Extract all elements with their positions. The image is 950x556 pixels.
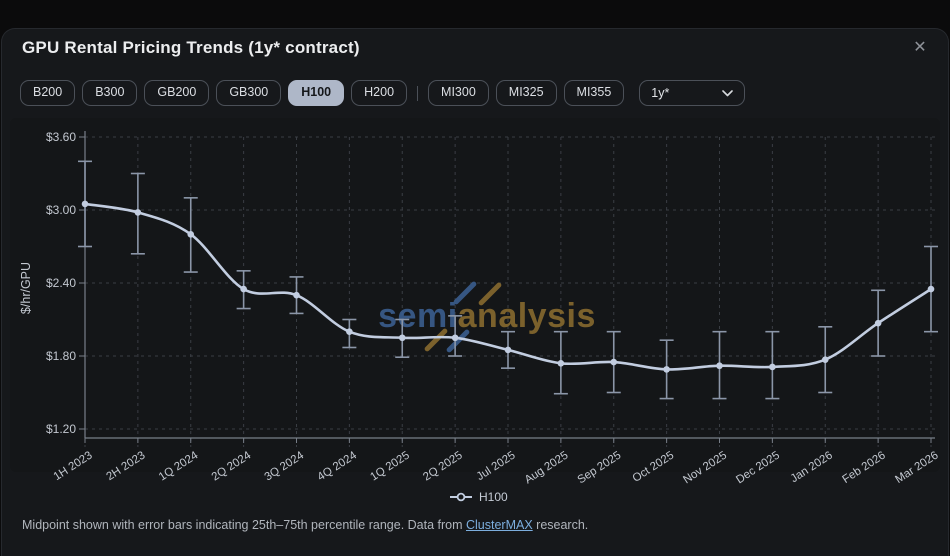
close-icon[interactable]: ✕	[913, 39, 927, 56]
nvidia-chip-group: B200 B300 GB200 GB300 H100 H200	[20, 80, 408, 106]
gpu-filter-h100[interactable]: H100	[288, 80, 345, 106]
gpu-filter-gb300[interactable]: GB300	[216, 80, 282, 106]
gpu-filter-mi300[interactable]: MI300	[428, 80, 489, 106]
gpu-filter-b200[interactable]: B200	[20, 80, 76, 106]
chevron-down-icon	[722, 89, 734, 97]
gpu-filter-mi325[interactable]: MI325	[495, 80, 557, 106]
footnote-text-before: Midpoint shown with error bars indicatin…	[22, 518, 466, 532]
page-title: GPU Rental Pricing Trends (1y* contract)	[22, 38, 360, 57]
contract-term-value: 1y*	[651, 86, 670, 100]
gpu-filter-b300[interactable]: B300	[82, 80, 138, 106]
toolbar-divider	[417, 85, 419, 101]
contract-term-select[interactable]: 1y*	[639, 80, 746, 106]
gpu-filter-h200[interactable]: H200	[351, 80, 408, 106]
gpu-filter-gb200[interactable]: GB200	[144, 80, 210, 106]
amd-chip-group: MI300 MI325 MI355	[428, 80, 625, 106]
chart-modal-card: GPU Rental Pricing Trends (1y* contract)…	[1, 28, 949, 556]
footnote: Midpoint shown with error bars indicatin…	[22, 518, 588, 532]
footnote-text-after: research.	[532, 518, 589, 532]
clustermax-link[interactable]: ClusterMAX	[466, 518, 533, 532]
gpu-filter-toolbar: B200 B300 GB200 GB300 H100 H200 MI300 MI325 MI3…	[20, 80, 746, 106]
gpu-filter-mi355[interactable]: MI355	[563, 80, 625, 106]
